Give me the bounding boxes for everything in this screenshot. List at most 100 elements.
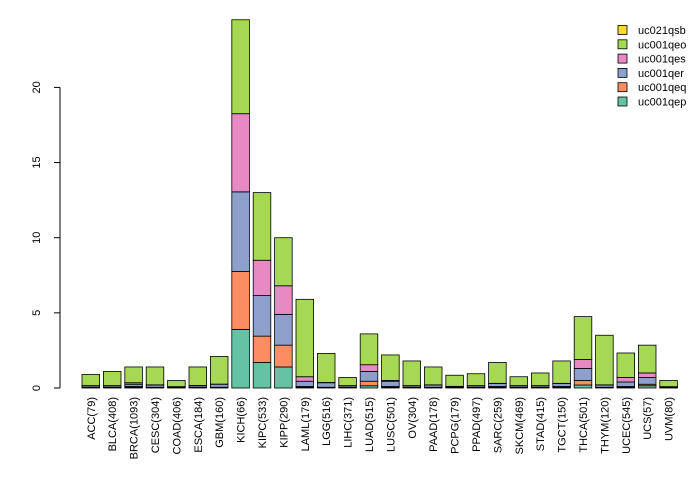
- bar-segment-uc001qes: [274, 285, 293, 315]
- bar-segment-uc001qer: [381, 380, 400, 387]
- x-tick-label: STAD(415): [535, 397, 547, 451]
- bar-stack: [595, 334, 614, 389]
- bar-segment-uc001qep: [573, 384, 593, 389]
- bar-segment-uc001qeo: [616, 352, 636, 378]
- x-tick-label: CESC(304): [150, 397, 162, 453]
- bar-segment-uc001qeo: [81, 374, 101, 386]
- bar-segment-uc001qeo: [338, 377, 357, 386]
- bar-segment-uc001qer: [295, 380, 315, 387]
- legend-label: uc001qes: [638, 54, 686, 66]
- legend-label: uc001qep: [638, 97, 686, 109]
- x-tick-label: LIHC(371): [343, 397, 355, 448]
- bar-stack: [103, 371, 122, 389]
- bar-stack: [338, 377, 357, 389]
- bar-stack: [167, 380, 186, 389]
- bar-segment-uc001qeo: [466, 373, 486, 386]
- x-tick-label: UVM(80): [664, 397, 676, 441]
- x-tick-label: GBM(160): [214, 397, 226, 448]
- legend-swatch-uc001qes: [617, 53, 628, 64]
- bar-segment-uc001qeo: [423, 366, 443, 386]
- bar-segment-uc001qeo: [231, 19, 250, 115]
- bar-stack: [509, 376, 529, 389]
- bar-segment-uc001qeo: [573, 316, 593, 360]
- bar-stack: [381, 354, 400, 389]
- bar-segment-uc001qeo: [595, 334, 614, 386]
- bar-segment-uc001qep: [274, 366, 293, 389]
- bar-stack: [124, 366, 143, 389]
- bar-segment-uc001qes: [295, 376, 315, 382]
- x-axis: ACC(79) BLCA(408) BRCA(1093) CESC(304) COAD(…: [86, 397, 676, 459]
- legend-label: uc021qsb: [638, 25, 686, 37]
- legend: uc021qsb uc001qeo uc001qes uc001qer uc001qeq…: [617, 25, 686, 109]
- legend-label: uc001qeo: [638, 39, 686, 51]
- bar-segment-uc001qeo: [145, 366, 165, 386]
- y-axis: 0 5 10 15 20: [31, 81, 61, 391]
- bar-segment-uc001qer: [252, 295, 272, 337]
- bar-segment-uc001qer: [552, 383, 571, 387]
- bar-stack: [81, 374, 101, 389]
- bar-segment-uc001qeq: [359, 380, 379, 387]
- x-tick-label: PCPG(179): [450, 397, 462, 454]
- bar-stack: [188, 366, 208, 389]
- bar-stack: [616, 352, 636, 389]
- bar-segment-uc001qeq: [573, 380, 593, 386]
- bar-segment-uc001qeo: [295, 298, 315, 378]
- bar-segment-uc001qeo: [252, 192, 272, 261]
- bar-segment-uc001qeo: [531, 372, 550, 386]
- x-tick-label: OV(304): [407, 397, 419, 439]
- x-tick-label: LUSC(501): [385, 397, 397, 452]
- y-tick-label: 5: [31, 310, 43, 316]
- bar-segment-uc001qeq: [274, 344, 293, 368]
- x-tick-label: LAML(179): [300, 397, 312, 451]
- bar-segment-uc001qer: [573, 368, 593, 381]
- x-tick-label: KIPP(290): [278, 397, 290, 448]
- bar-segment-uc001qer: [488, 383, 507, 387]
- x-tick-label: PPAD(497): [471, 397, 483, 452]
- bar-stack: [402, 360, 422, 389]
- bar-stack: [295, 298, 315, 389]
- bar-stack: [316, 353, 336, 389]
- x-tick-label: PAAD(178): [428, 397, 440, 452]
- bar-segment-uc001qes: [616, 377, 636, 383]
- bar-segment-uc001qeo: [381, 354, 400, 381]
- x-tick-label: KICH(66): [236, 397, 248, 443]
- bar-stack: [423, 366, 443, 389]
- bar-segment-uc001qeq: [252, 335, 272, 363]
- bar-stack: [573, 316, 593, 389]
- x-tick-label: UCEC(545): [621, 397, 633, 454]
- x-tick-label: THYM(120): [599, 397, 611, 454]
- x-tick-label: LGG(516): [321, 397, 333, 446]
- bar-segment-uc001qes: [359, 364, 379, 372]
- x-tick-label: THCA(501): [578, 397, 590, 453]
- bar-segment-uc001qeo: [659, 380, 678, 388]
- bar-segment-uc001qeo: [402, 360, 422, 386]
- bar-segment-uc001qer: [209, 383, 229, 388]
- bar-stack: [274, 237, 293, 389]
- legend-swatch-uc001qep: [617, 96, 628, 107]
- x-tick-label: BLCA(408): [107, 397, 119, 451]
- bar-segment-uc001qeo: [445, 374, 464, 387]
- bar-stack: [445, 374, 464, 389]
- x-tick-label: TGCT(150): [557, 397, 569, 453]
- bar-stack: [659, 380, 678, 389]
- bar-segment-uc001qes: [638, 372, 657, 378]
- bar-stack: [209, 356, 229, 389]
- bar-segment-uc001qeo: [274, 237, 293, 287]
- x-tick-label: UCS(57): [642, 397, 654, 440]
- x-tick-label: KIPC(533): [257, 397, 269, 448]
- bar-segment-uc001qep: [252, 362, 272, 389]
- bar-segment-uc001qes: [231, 113, 250, 193]
- legend-swatch-uc001qer: [617, 68, 628, 78]
- x-tick-label: BRCA(1093): [129, 397, 141, 459]
- bar-segment-uc001qes: [573, 359, 593, 369]
- bar-segment-uc001qeo: [552, 360, 571, 384]
- y-tick-label: 0: [31, 385, 43, 391]
- bar-segment-uc001qeo: [359, 333, 379, 366]
- bar-stack: [231, 19, 250, 389]
- bar-segment-uc001qer: [274, 313, 293, 346]
- x-tick-label: LUAD(515): [364, 397, 376, 452]
- bars: [81, 19, 678, 389]
- bar-segment-uc001qeo: [638, 344, 657, 374]
- bar-stack: [466, 373, 486, 389]
